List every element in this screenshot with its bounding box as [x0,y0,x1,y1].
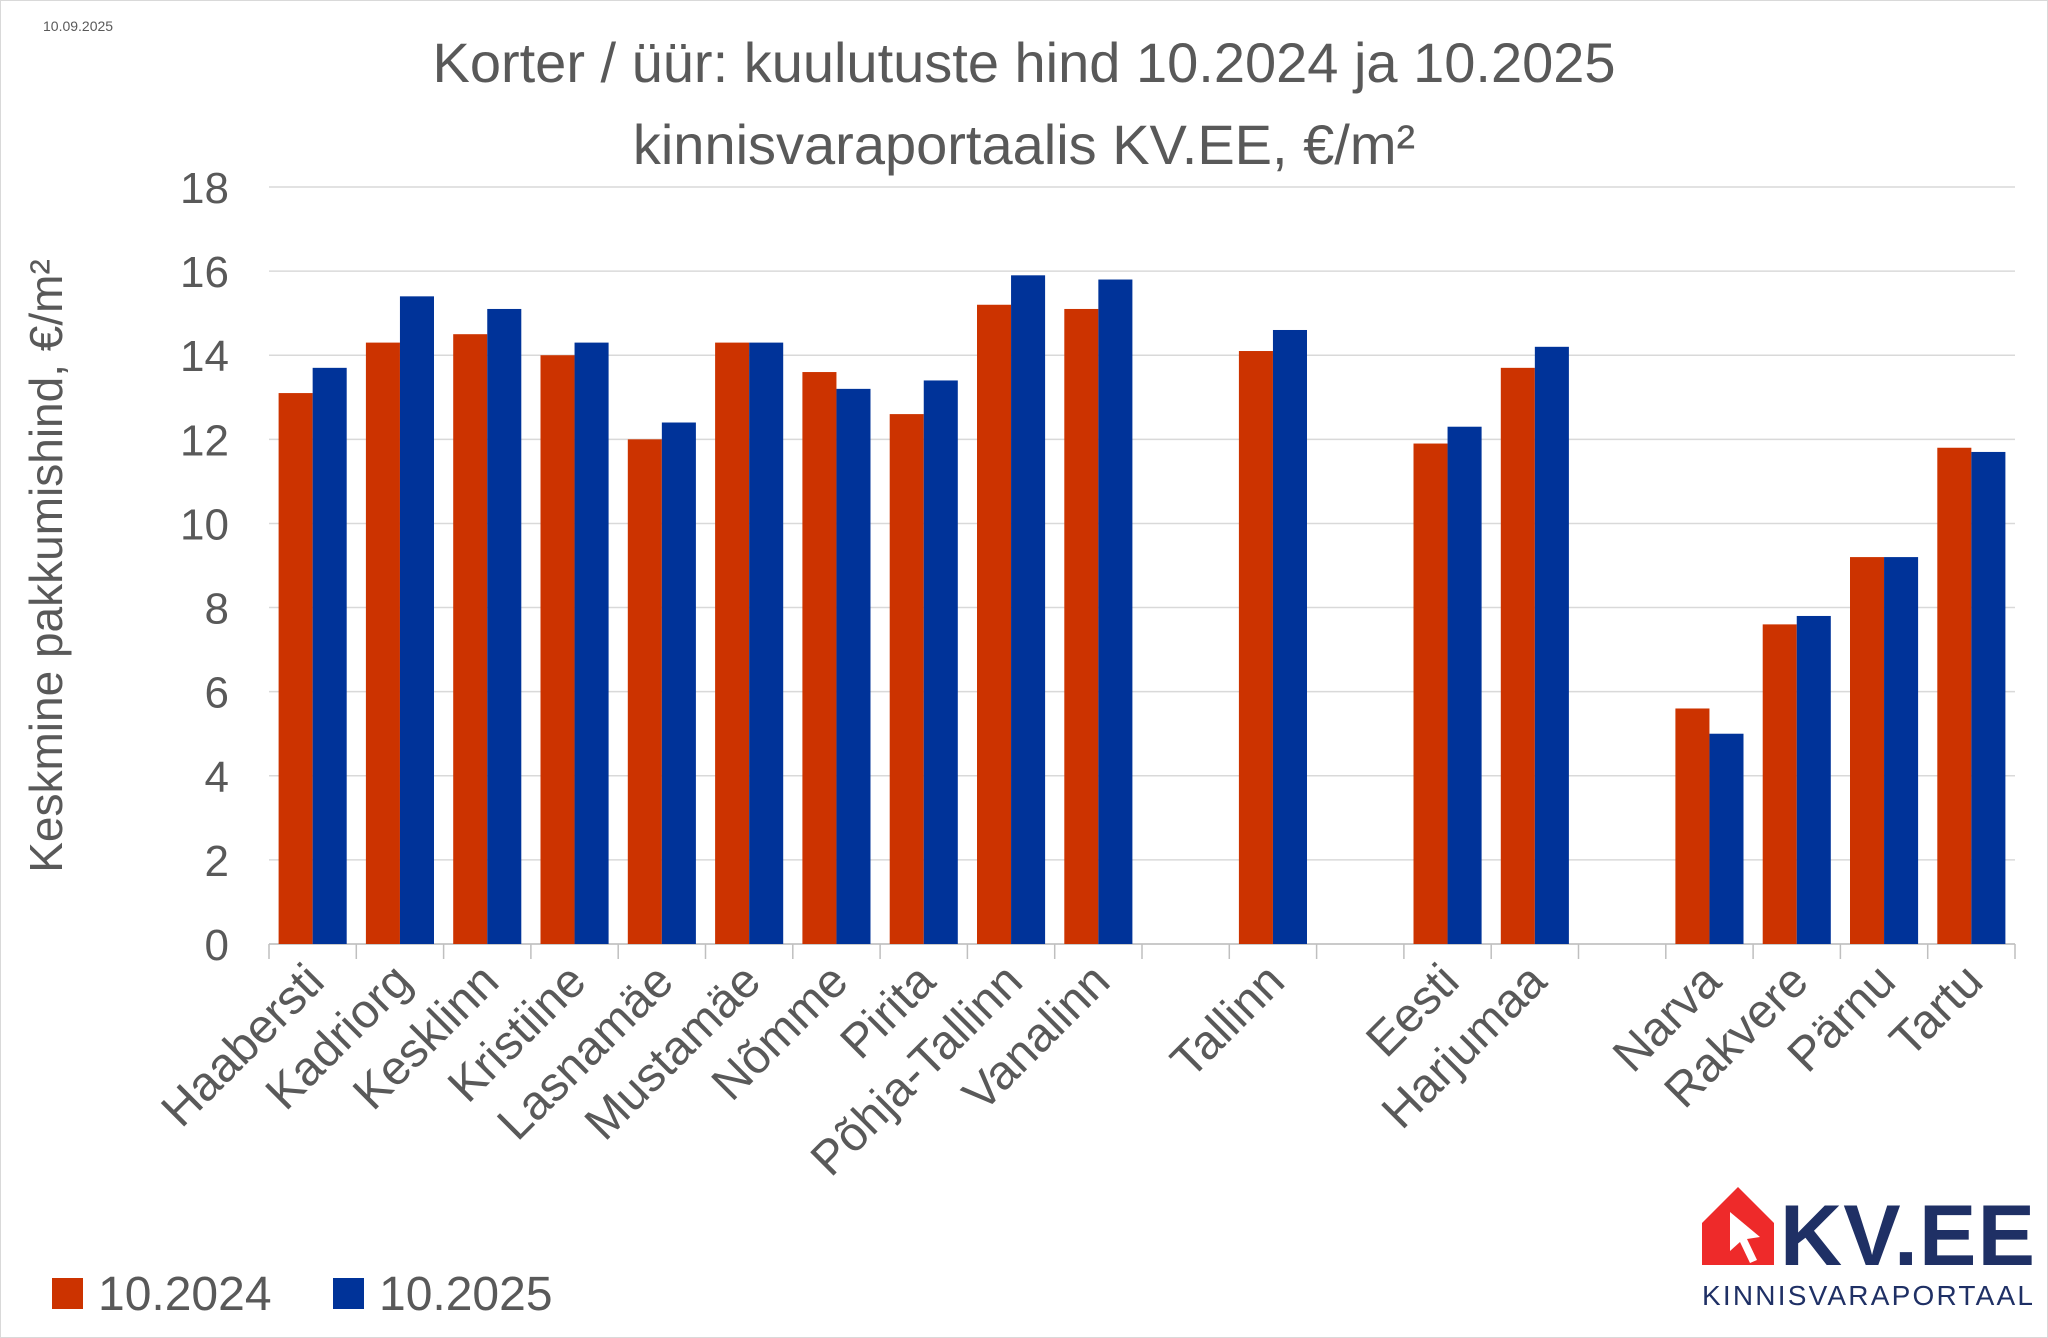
y-tick-label: 6 [205,669,229,718]
bar-10.2025 [661,422,696,944]
legend-label: 10.2025 [379,1268,553,1321]
bar-10.2024 [540,355,575,944]
bar-10.2024 [1500,367,1535,945]
date-stamp: 10.09.2025 [43,18,114,34]
bar-10.2025 [1884,557,1919,944]
y-tick-label: 18 [180,164,229,213]
legend-label: 10.2024 [98,1268,272,1321]
y-tick-label: 14 [180,332,229,381]
bar-10.2024 [1238,351,1273,944]
y-tick-label: 10 [180,500,229,549]
bar-10.2025 [836,388,871,944]
bar-10.2024 [802,372,837,944]
bar-10.2025 [923,380,958,944]
bar-10.2024 [1413,443,1448,944]
y-axis-label: Keskmine pakkumishind, €/m² [20,259,72,873]
chart-title-line-1: Korter / üür: kuulutuste hind 10.2024 ja… [432,31,1615,94]
bar-10.2024 [1675,708,1710,944]
bar-10.2025 [399,296,434,944]
x-tick-label: Tartu [1880,954,1993,1067]
svg-text:KV.EE: KV.EE [1780,1188,2035,1284]
bar-10.2024 [278,393,313,944]
bar-10.2025 [1098,279,1133,944]
bar-10.2025 [1709,733,1744,944]
kv-ee-logo: KV.EE KINNISVARAPORTAAL [1702,1187,2037,1311]
svg-text:KINNISVARAPORTAAL: KINNISVARAPORTAAL [1702,1280,2037,1311]
y-tick-label: 0 [205,921,229,970]
bar-10.2025 [1272,329,1307,944]
x-tick-label: Tallinn [1161,954,1295,1088]
y-tick-label: 8 [205,585,229,634]
bar-10.2025 [312,367,347,945]
bar-10.2025 [1971,451,2006,944]
legend-swatch [52,1278,83,1309]
y-tick-label: 2 [205,837,229,886]
y-tick-label: 16 [180,248,229,297]
bar-10.2024 [1937,447,1972,944]
bar-10.2024 [1762,624,1797,944]
bar-10.2024 [627,439,662,944]
bar-10.2025 [1447,426,1482,944]
bar-10.2024 [453,334,488,944]
bar-10.2024 [365,342,400,944]
bar-10.2025 [1534,346,1569,944]
bar-10.2025 [574,342,609,944]
bar-10.2024 [977,304,1012,944]
legend-swatch [333,1278,364,1309]
y-tick-label: 12 [180,416,229,465]
bar-10.2025 [1011,275,1046,945]
bar-10.2024 [1064,308,1099,944]
bar-10.2025 [749,342,784,944]
chart-title-line-2: kinnisvaraportaalis KV.EE, €/m² [633,113,1415,176]
bar-10.2024 [1850,557,1885,944]
bar-10.2024 [715,342,750,944]
bar-10.2024 [889,414,924,945]
bar-10.2025 [1796,615,1831,944]
y-tick-label: 4 [205,753,229,802]
bar-10.2025 [487,308,522,944]
